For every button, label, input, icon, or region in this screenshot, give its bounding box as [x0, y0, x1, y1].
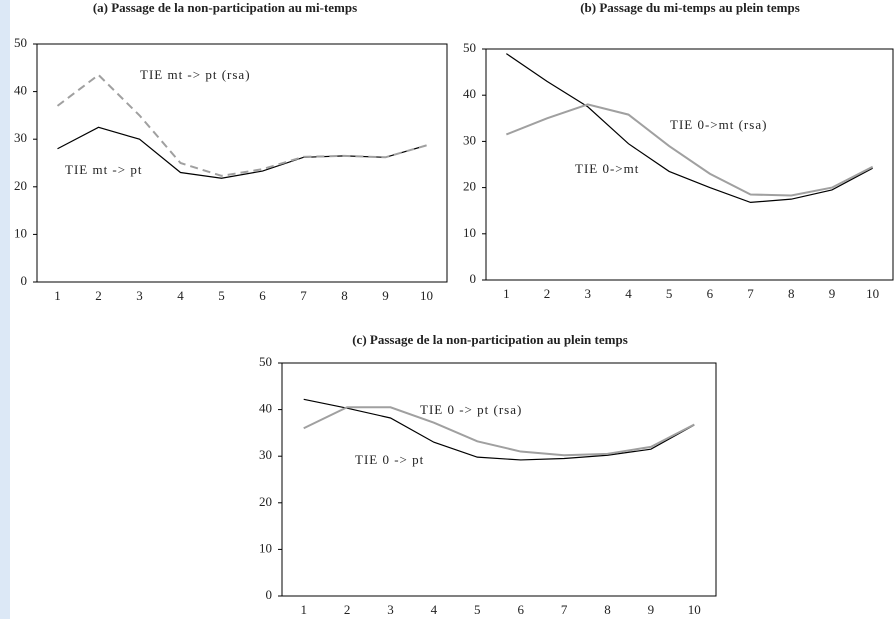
x-tick-label: 1 — [300, 602, 307, 617]
x-tick-label: 6 — [707, 286, 714, 301]
plot-frame — [485, 48, 894, 281]
y-tick-label: 40 — [259, 401, 272, 416]
y-tick-label: 0 — [266, 587, 273, 602]
y-tick-label: 0 — [21, 273, 28, 288]
x-tick-label: 3 — [585, 286, 592, 301]
x-tick-label: 2 — [95, 288, 102, 303]
x-tick-label: 3 — [136, 288, 143, 303]
series-label: TIE 0 -> pt (rsa) — [420, 402, 522, 417]
x-tick-label: 7 — [747, 286, 754, 301]
x-tick-label: 10 — [688, 602, 701, 617]
x-tick-label: 4 — [431, 602, 438, 617]
x-tick-label: 8 — [341, 288, 348, 303]
chart-title: (b) Passage du mi-temps au plein temps — [580, 0, 800, 15]
x-tick-label: 8 — [788, 286, 795, 301]
series-label: TIE 0->mt (rsa) — [670, 117, 767, 132]
x-tick-label: 1 — [54, 288, 61, 303]
y-tick-label: 20 — [259, 494, 272, 509]
y-tick-label: 10 — [14, 225, 27, 240]
chart-title: (a) Passage de la non-participation au m… — [93, 0, 357, 15]
series-label: TIE 0 -> pt — [355, 452, 424, 467]
x-tick-label: 9 — [648, 602, 655, 617]
x-tick-label: 4 — [177, 288, 184, 303]
x-tick-label: 9 — [829, 286, 836, 301]
x-tick-label: 5 — [218, 288, 225, 303]
x-tick-label: 5 — [474, 602, 481, 617]
series-line — [303, 398, 695, 461]
x-tick-label: 2 — [544, 286, 551, 301]
x-tick-label: 6 — [259, 288, 266, 303]
chart-title: (c) Passage de la non-participation au p… — [352, 332, 628, 347]
x-tick-label: 1 — [503, 286, 510, 301]
x-tick-label: 10 — [420, 288, 433, 303]
x-tick-label: 2 — [344, 602, 351, 617]
x-tick-label: 9 — [382, 288, 389, 303]
y-tick-label: 20 — [463, 179, 476, 194]
plot-frame — [36, 43, 448, 283]
y-tick-label: 10 — [259, 540, 272, 555]
x-tick-label: 3 — [387, 602, 394, 617]
y-tick-label: 50 — [463, 40, 476, 55]
series-line — [506, 53, 873, 203]
series-line — [57, 126, 427, 179]
series-label: TIE mt -> pt — [65, 162, 142, 177]
x-tick-label: 7 — [561, 602, 568, 617]
y-tick-label: 30 — [463, 132, 476, 147]
panel-background — [10, 0, 894, 619]
x-tick-label: 7 — [300, 288, 307, 303]
series-label: TIE mt -> pt (rsa) — [140, 67, 251, 82]
x-tick-label: 6 — [517, 602, 524, 617]
y-tick-label: 30 — [14, 130, 27, 145]
y-tick-label: 20 — [14, 178, 27, 193]
y-tick-label: 40 — [463, 86, 476, 101]
y-tick-label: 30 — [259, 447, 272, 462]
y-tick-label: 50 — [14, 35, 27, 50]
x-tick-label: 4 — [625, 286, 632, 301]
plot-frame — [281, 362, 717, 597]
series-line — [303, 406, 695, 457]
y-tick-label: 50 — [259, 354, 272, 369]
series-label: TIE 0->mt — [575, 161, 639, 176]
series-line — [505, 103, 874, 197]
y-tick-label: 40 — [14, 83, 27, 98]
x-tick-label: 5 — [666, 286, 673, 301]
y-tick-label: 10 — [463, 225, 476, 240]
x-tick-label: 10 — [866, 286, 879, 301]
x-tick-label: 8 — [604, 602, 611, 617]
series-line — [56, 73, 427, 177]
y-tick-label: 0 — [470, 271, 477, 286]
